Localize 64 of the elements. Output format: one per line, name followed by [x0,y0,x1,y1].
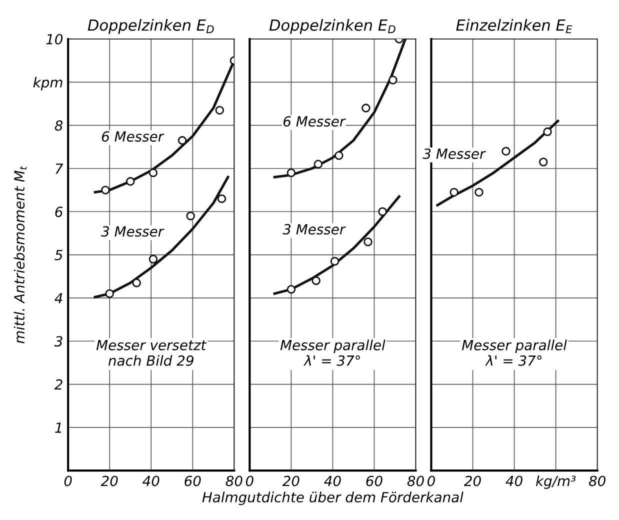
y-axis-title: mittl. Antriebsmoment M$_{t}$ [14,166,27,344]
x-tick-label: 40 [142,476,160,486]
point [543,127,552,136]
series-label: 6 Messer [284,116,346,127]
y-tick-label: 7 [56,164,64,174]
x-tick-label: kg/m³ [536,475,576,489]
point [362,104,370,112]
x-tick-label: 40 [506,476,522,486]
point [101,186,110,194]
point [148,254,158,264]
x-tick-label: 60 [184,476,201,486]
chart-title: Doppelzinken E$_{D}$ [88,19,214,34]
line-series [94,176,230,298]
y-tick-label: 1 [55,422,62,433]
point [286,284,296,294]
y-tick-label: 5 [54,250,62,260]
point [105,289,114,298]
x-tick-label: 80 [407,476,424,486]
x-tick-label: 0 [246,476,254,486]
series-label: 3 Messer [422,148,486,159]
x-tick-label: 0 [64,476,72,486]
point [364,237,372,246]
point [312,276,320,286]
x-tick-label: 20 [282,476,300,486]
y-tick-label: 8 [54,120,63,131]
point [388,76,398,84]
y-tick-label: 10 [46,34,63,44]
point [148,168,158,178]
annotation: Messer versetzt nach Bild 29 [96,340,207,366]
series-label: 6 Messer [102,131,164,142]
point [217,194,226,204]
chart-title: Doppelzinken E$_{D}$ [269,19,396,34]
x-tick-label: 80 [588,476,606,486]
x-tick-label: 80 [226,476,242,486]
point [186,212,195,220]
point [502,146,510,156]
point [450,188,458,197]
annotation: Messer parallel λ' = 37° [280,340,386,366]
chart-title: Einzelzinken E$_{E}$ [456,19,572,34]
annotation: Messer parallel λ' = 37° [462,340,567,366]
y-tick-label: 6 [55,206,63,218]
x-tick-label: 20 [100,476,118,486]
x-tick-label: 20 [464,476,481,486]
point [334,151,344,160]
series-label: 3 Messer [282,224,346,235]
point [132,278,141,288]
x-tick-label: 0 [428,476,435,486]
point [178,136,187,145]
y-tick-label: kpm [33,76,62,90]
series-label: 3 Messer [101,226,164,237]
point [378,207,387,216]
point [474,188,484,197]
y-tick-label: 3 [54,336,62,347]
y-tick-label: 4 [54,293,62,304]
point [286,168,296,178]
point [314,160,323,169]
x-tick-label: 60 [366,476,382,486]
point [215,106,224,115]
y-tick-label: 2 [54,379,62,390]
point [538,158,548,166]
point [330,256,340,266]
x-axis-title: Halmgutdichte über dem Förderkanal [202,492,464,506]
x-tick-label: 40 [324,476,341,486]
point [126,177,135,186]
